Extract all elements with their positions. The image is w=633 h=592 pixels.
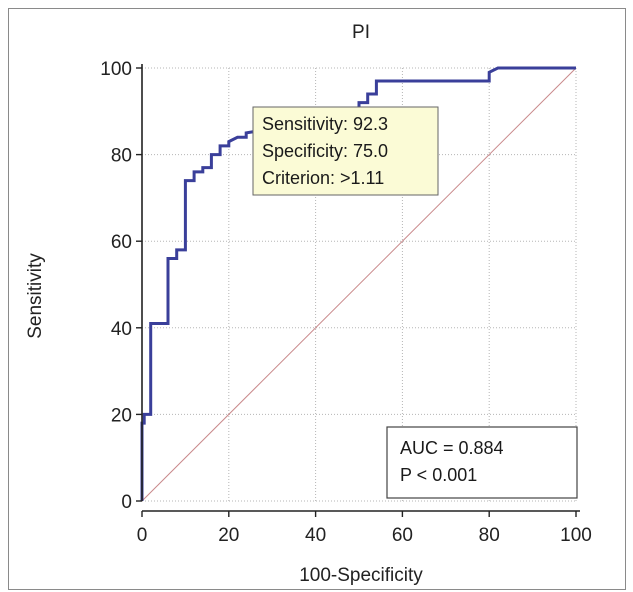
auc-text: AUC = 0.884 xyxy=(400,438,504,458)
y-tick-labels: 0 20 40 60 80 100 xyxy=(100,59,132,513)
tooltip-specificity: Specificity: 75.0 xyxy=(262,141,388,161)
x-tick-label: 80 xyxy=(479,525,500,546)
chart-title: PI xyxy=(352,22,370,43)
roc-curve xyxy=(140,66,576,501)
y-tick-label: 100 xyxy=(100,59,132,80)
chart-frame: PI 0 20 40 60 80 100 0 20 40 60 80 100 Sensitivity… xyxy=(8,8,626,590)
y-tick-label: 40 xyxy=(111,319,132,340)
x-tick-labels: 0 20 40 60 80 100 xyxy=(137,525,592,546)
y-tick-label: 0 xyxy=(121,492,132,513)
x-tick-label: 60 xyxy=(392,525,413,546)
y-tick-label: 60 xyxy=(111,232,132,253)
tooltip-box: Sensitivity: 92.3 Specificity: 75.0 Crit… xyxy=(252,106,439,196)
reference-diagonal xyxy=(141,67,577,502)
tooltip-sensitivity: Sensitivity: 92.3 xyxy=(262,114,388,134)
p-value-text: P < 0.001 xyxy=(400,465,477,485)
y-tick-label: 20 xyxy=(111,405,132,426)
x-tick-label: 0 xyxy=(137,525,148,546)
stats-box: AUC = 0.884 P < 0.001 xyxy=(386,426,578,499)
axes xyxy=(136,64,580,517)
x-axis-label: 100-Specificity xyxy=(299,565,423,586)
y-tick-label: 80 xyxy=(111,146,132,167)
roc-chart: PI 0 20 40 60 80 100 0 20 40 60 80 100 Sensitivity… xyxy=(25,22,592,586)
tooltip-criterion: Criterion: >1.11 xyxy=(262,168,384,188)
y-axis-label: Sensitivity xyxy=(25,253,46,339)
x-tick-label: 40 xyxy=(305,525,326,546)
x-tick-label: 20 xyxy=(218,525,239,546)
x-tick-label: 100 xyxy=(560,525,592,546)
